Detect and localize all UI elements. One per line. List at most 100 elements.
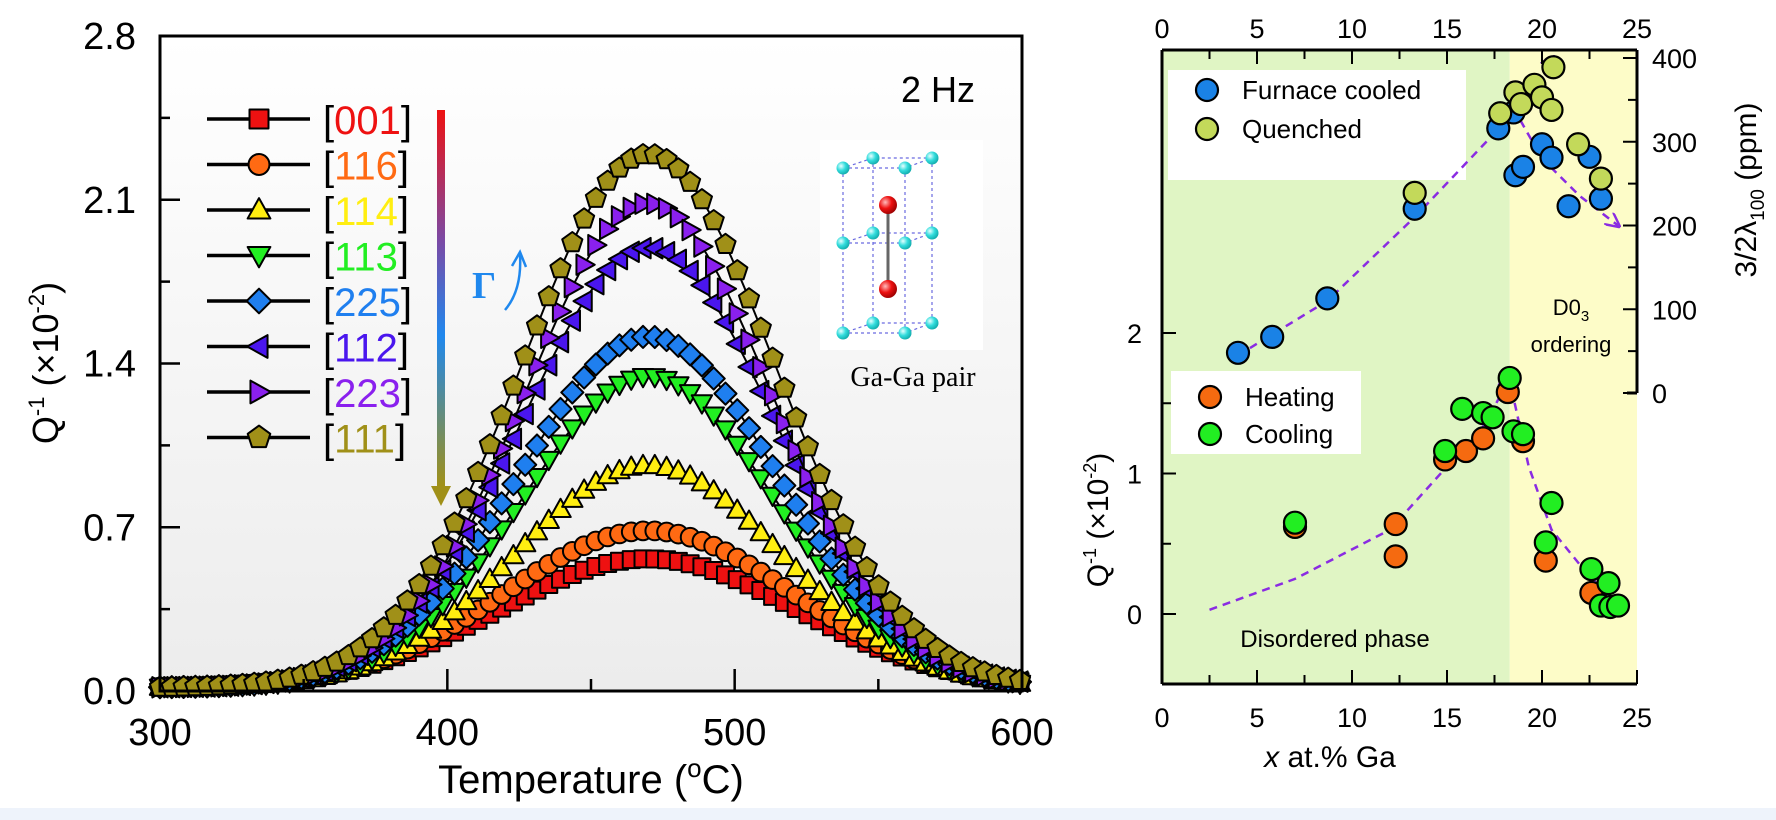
series-cooling [1282,365,1631,620]
data-point [737,287,761,309]
data-point [1508,91,1534,117]
data-point [548,396,573,422]
data-point [832,513,855,535]
data-point [537,285,560,307]
fe-atom-icon [866,316,880,330]
legend-marker-triangle-right-icon [249,379,272,405]
data-point [749,316,772,338]
data-point [752,356,773,379]
y-tick-label-right: 200 [1652,212,1697,242]
legend-marker-circle-icon [1197,384,1223,410]
data-point [514,532,537,553]
fe-atom-icon [836,236,850,250]
legend-label: [116] [323,145,409,189]
legend-marker-pentagon-icon [246,424,272,449]
data-point [666,248,687,272]
data-point [784,556,808,578]
x-tick-label: 400 [416,712,479,754]
data-point [536,414,561,439]
data-point [737,452,761,473]
data-point [728,302,749,325]
data-point [1225,340,1251,365]
y-tick-label-left: 0 [1127,600,1142,630]
data-point [501,427,523,451]
data-point [667,459,690,480]
data-point [867,574,890,596]
series-layer [147,143,1033,700]
x-tick-label: 500 [703,712,766,754]
y-tick-label: 1.4 [83,344,136,386]
data-point [419,554,443,576]
colorbar-arrowhead [431,486,451,506]
legend-item: Quenched [1194,114,1362,144]
data-point [514,485,537,506]
data-point [551,300,573,323]
y-tick-label-right: 100 [1652,295,1697,325]
legend-label: [225] [323,281,412,325]
x-tick-label: 15 [1432,703,1462,733]
data-point [489,491,514,516]
y-axis-left-label: Q-1 (×10-2) [1080,453,1115,588]
data-point [1541,55,1566,80]
data-point [726,435,749,456]
data-point [844,535,867,557]
data-point [396,589,419,611]
data-point [858,574,879,598]
data-point [1480,405,1505,430]
legend: Furnace cooled Quenched Heating Cooling [1194,75,1421,449]
fe-atom-icon [866,151,880,165]
data-point [1282,510,1308,535]
x-tick-label-top: 0 [1154,14,1169,44]
y-tick-label: 0.0 [83,671,136,713]
region-label-ordering: ordering [1531,332,1612,357]
data-point [832,600,855,622]
fe-atom-icon [836,326,850,340]
data-point [466,579,490,600]
data-point [501,472,526,497]
data-point [610,205,632,228]
y-tick-label: 2.1 [83,180,136,222]
data-point [654,240,676,264]
data-point [1588,186,1614,211]
x-axis-ticks: 300 400 500 600 [128,669,1054,754]
data-point [775,411,796,435]
y-tick-label-right: 400 [1652,44,1697,74]
data-point [525,467,549,489]
y-axis-ticks: 0.0 0.7 1.4 2.1 2.8 [83,16,180,713]
data-point [1539,97,1564,123]
data-point [737,509,761,530]
data-point [513,402,534,426]
data-point [1565,132,1591,157]
ga-atom-icon [879,280,897,298]
data-point [1579,556,1604,582]
data-point [679,170,702,192]
data-point [1596,570,1621,596]
data-point [634,192,655,215]
data-point [1383,544,1408,569]
legend-marker-triangle-down-icon [246,245,272,269]
data-point [502,544,525,565]
fe-atom-icon [925,226,939,240]
data-point [693,235,714,258]
data-point [761,346,784,368]
legend-label: Heating [1245,382,1335,412]
data-point [540,326,561,350]
data-point [478,433,501,455]
data-point [657,197,679,220]
data-point [808,579,831,601]
legend-item: [113] [207,236,409,280]
data-point [690,188,713,210]
data-point [879,590,902,612]
data-point [490,404,513,426]
y-tick-label-left: 1 [1127,460,1142,490]
x-tick-label-top: 5 [1249,14,1264,44]
data-point [443,600,466,621]
data-point [690,274,711,297]
y-axis-label: Q-1 (×10-2) [24,282,66,444]
data-point [560,309,581,332]
fe-atom-icon [898,236,912,250]
data-point [575,253,596,276]
footer-strip [0,808,1776,820]
legend-item: Heating [1197,382,1335,412]
gamma-arrowhead [510,249,528,268]
